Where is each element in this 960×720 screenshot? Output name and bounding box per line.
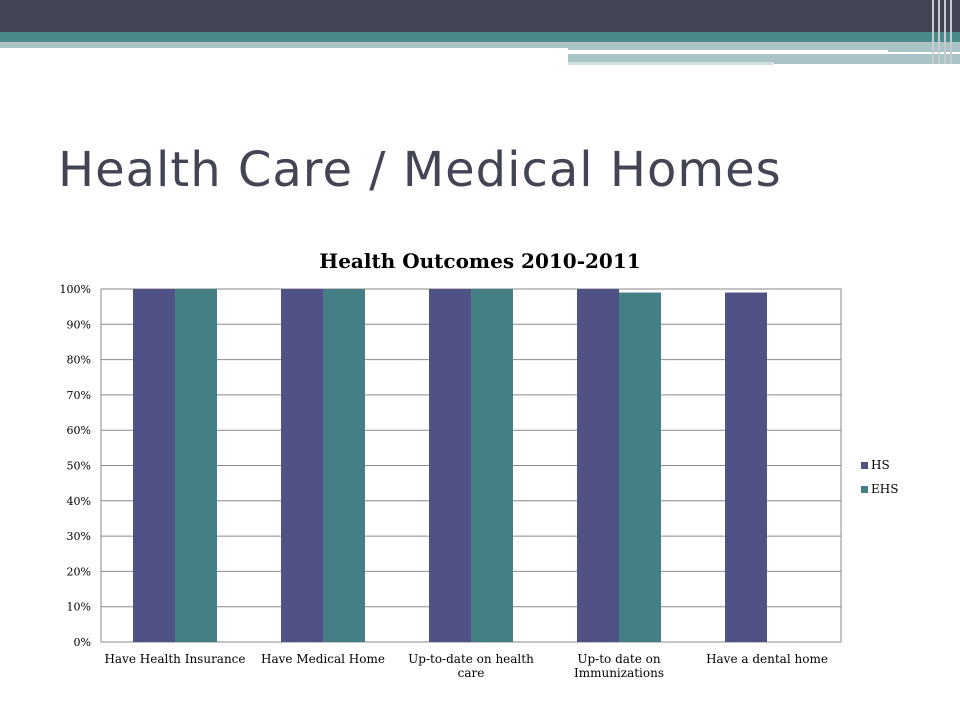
y-tick-label: 60% (67, 424, 91, 437)
header-right-divider (568, 50, 888, 53)
bar-ehs (175, 289, 217, 642)
y-tick-label: 50% (67, 460, 91, 473)
bar-hs (429, 289, 471, 642)
y-tick-label: 20% (67, 565, 91, 578)
y-tick-label: 100% (60, 283, 91, 296)
y-tick-label: 0% (74, 636, 91, 649)
legend-swatch (861, 462, 868, 469)
chart-title: Health Outcomes 2010-2011 (319, 249, 640, 273)
bar-hs (133, 289, 175, 642)
bar-ehs (471, 289, 513, 642)
header-bar (0, 0, 960, 32)
corner-stripe (932, 0, 934, 64)
x-category-label: Have Medical Home (261, 652, 385, 666)
y-tick-label: 80% (67, 354, 91, 367)
x-category-label: Up-to-date on health (408, 652, 534, 666)
bar-ehs (619, 292, 661, 642)
y-tick-label: 90% (67, 318, 91, 331)
header-accent-band (0, 32, 960, 42)
header-right-band-lower (568, 54, 960, 64)
y-tick-label: 30% (67, 530, 91, 543)
legend-swatch (861, 486, 868, 493)
y-tick-label: 40% (67, 495, 91, 508)
x-category-label: Immunizations (574, 666, 664, 680)
x-category-label: Up-to date on (577, 652, 661, 666)
x-category-label: care (458, 666, 485, 680)
bar-hs (577, 289, 619, 642)
legend-label: HS (871, 458, 890, 472)
corner-stripe (938, 0, 940, 64)
header-right-band-short (568, 62, 774, 65)
corner-stripe (950, 0, 952, 64)
slide-title: Health Care / Medical Homes (58, 142, 782, 198)
bar-ehs (323, 289, 365, 642)
corner-stripe (944, 0, 946, 64)
y-tick-label: 10% (67, 601, 91, 614)
bar-hs (725, 292, 767, 642)
x-category-label: Have Health Insurance (104, 652, 245, 666)
x-category-label: Have a dental home (706, 652, 828, 666)
legend-label: EHS (871, 482, 898, 496)
header-right-band (568, 42, 960, 52)
bar-hs (281, 289, 323, 642)
y-tick-label: 70% (67, 389, 91, 402)
header-light-band (0, 42, 568, 48)
